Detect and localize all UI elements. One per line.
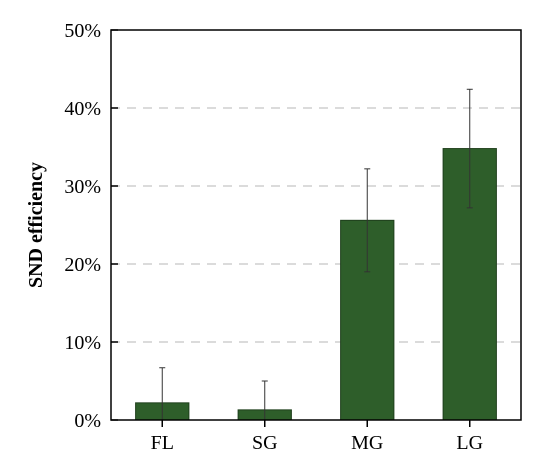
y-tick-label: 30% — [64, 176, 101, 198]
x-axis-ticks: FL SG MG LG — [151, 420, 483, 454]
plot-frame — [110, 29, 522, 421]
error-bars — [159, 88, 473, 420]
y-axis-ticks: 0% 10% 20% 30% 40% 50% — [64, 20, 118, 432]
y-tick-label: 40% — [64, 98, 101, 120]
bars — [135, 148, 497, 421]
y-tick-label: 20% — [64, 254, 101, 276]
y-tick-label: 10% — [64, 332, 101, 354]
x-tick-label: LG — [456, 432, 483, 454]
y-tick-label: 0% — [74, 410, 101, 432]
x-tick-label: FL — [151, 432, 174, 454]
x-tick-label: SG — [252, 432, 278, 454]
x-tick-label: MG — [351, 432, 383, 454]
y-axis-title: SND efficiency — [25, 162, 47, 288]
y-tick-label: 50% — [64, 20, 101, 42]
